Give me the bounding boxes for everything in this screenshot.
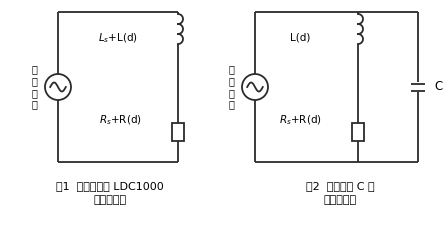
Bar (172, 123, 184, 141)
Text: $R_s$+R(d): $R_s$+R(d) (279, 113, 322, 127)
Text: $L_s$+L(d): $L_s$+L(d) (98, 31, 138, 45)
Text: L(d): L(d) (290, 33, 310, 43)
Text: 交
流
电
源: 交 流 电 源 (31, 65, 37, 110)
Text: 图2  并联电容 C 后: 图2 并联电容 C 后 (306, 181, 374, 191)
Text: 交
流
电
源: 交 流 电 源 (228, 65, 234, 110)
Text: C: C (434, 80, 442, 93)
Text: 图1  产生互感的 LDC1000: 图1 产生互感的 LDC1000 (56, 181, 164, 191)
Bar (352, 123, 364, 141)
Text: $R_s$+R(d): $R_s$+R(d) (98, 113, 141, 127)
Text: 线圈原理图: 线圈原理图 (323, 195, 357, 205)
Text: 线圈等效图: 线圈等效图 (93, 195, 127, 205)
